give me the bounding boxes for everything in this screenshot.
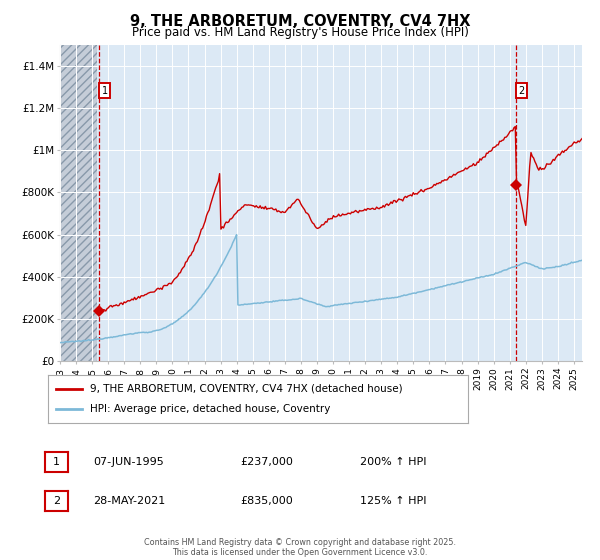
Text: £237,000: £237,000 (240, 457, 293, 467)
Text: 28-MAY-2021: 28-MAY-2021 (93, 496, 165, 506)
Text: Price paid vs. HM Land Registry's House Price Index (HPI): Price paid vs. HM Land Registry's House … (131, 26, 469, 39)
Text: 2: 2 (53, 496, 60, 506)
Text: 125% ↑ HPI: 125% ↑ HPI (360, 496, 427, 506)
Text: 1: 1 (53, 457, 60, 467)
Bar (60, 45, 97, 361)
Text: Contains HM Land Registry data © Crown copyright and database right 2025.
This d: Contains HM Land Registry data © Crown c… (144, 538, 456, 557)
Text: 200% ↑ HPI: 200% ↑ HPI (360, 457, 427, 467)
Text: HPI: Average price, detached house, Coventry: HPI: Average price, detached house, Cove… (90, 404, 331, 414)
Text: 9, THE ARBORETUM, COVENTRY, CV4 7HX (detached house): 9, THE ARBORETUM, COVENTRY, CV4 7HX (det… (90, 384, 403, 394)
Text: 9, THE ARBORETUM, COVENTRY, CV4 7HX: 9, THE ARBORETUM, COVENTRY, CV4 7HX (130, 14, 470, 29)
Text: 2: 2 (519, 86, 525, 96)
Text: 07-JUN-1995: 07-JUN-1995 (93, 457, 164, 467)
Text: £835,000: £835,000 (240, 496, 293, 506)
Text: 1: 1 (101, 86, 108, 96)
